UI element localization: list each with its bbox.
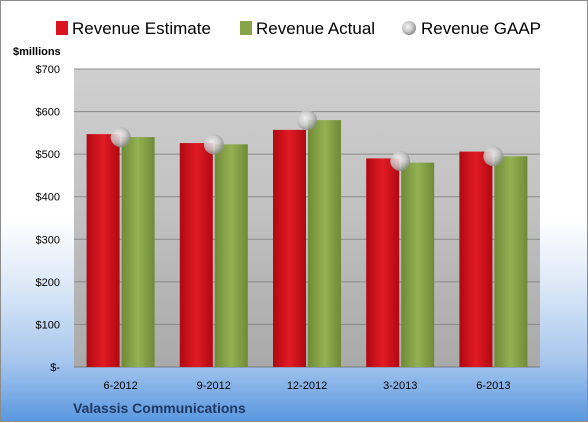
legend: Revenue Estimate Revenue Actual Revenue … xyxy=(56,19,541,38)
marker-revenue-gaap xyxy=(203,134,224,155)
y-tick-label: $100 xyxy=(36,319,60,331)
bar-revenue-actual xyxy=(121,137,155,367)
marker-revenue-gaap xyxy=(110,127,131,148)
bar-revenue-actual xyxy=(214,144,248,367)
bar-revenue-estimate xyxy=(459,151,493,367)
legend-swatch-revenue-estimate xyxy=(56,21,68,35)
legend-label-revenue-gaap: Revenue GAAP xyxy=(421,19,541,38)
bar-revenue-estimate xyxy=(366,158,400,367)
x-tick-label: 12-2012 xyxy=(287,380,327,392)
y-tick-label: $- xyxy=(50,362,60,374)
x-tick-label: 9-2012 xyxy=(197,380,231,392)
legend-label-revenue-actual: Revenue Actual xyxy=(256,19,375,38)
y-tick-label: $500 xyxy=(36,149,60,161)
bar-revenue-estimate xyxy=(86,134,120,367)
bar-revenue-actual xyxy=(308,120,341,367)
x-tick-label: 6-2012 xyxy=(103,380,137,392)
y-tick-label: $600 xyxy=(36,107,60,119)
legend-swatch-revenue-actual xyxy=(240,21,252,35)
legend-label-revenue-estimate: Revenue Estimate xyxy=(72,19,211,38)
bar-revenue-estimate xyxy=(179,143,213,367)
y-tick-label: $700 xyxy=(36,64,60,76)
x-tick-label: 3-2013 xyxy=(383,380,417,392)
y-axis-unit-label: $millions xyxy=(13,46,61,58)
bar-revenue-actual xyxy=(494,156,528,367)
company-name: Valassis Communications xyxy=(73,400,246,416)
marker-revenue-gaap xyxy=(297,110,317,131)
y-tick-label: $200 xyxy=(36,277,60,289)
marker-revenue-gaap xyxy=(390,150,411,171)
y-tick-label: $400 xyxy=(36,192,60,204)
x-tick-label: 6-2013 xyxy=(476,380,510,392)
legend-marker-revenue-gaap xyxy=(402,21,416,35)
y-tick-label: $300 xyxy=(36,234,60,246)
bar-revenue-actual xyxy=(401,162,435,367)
bar-revenue-estimate xyxy=(273,129,306,367)
marker-revenue-gaap xyxy=(483,146,504,167)
